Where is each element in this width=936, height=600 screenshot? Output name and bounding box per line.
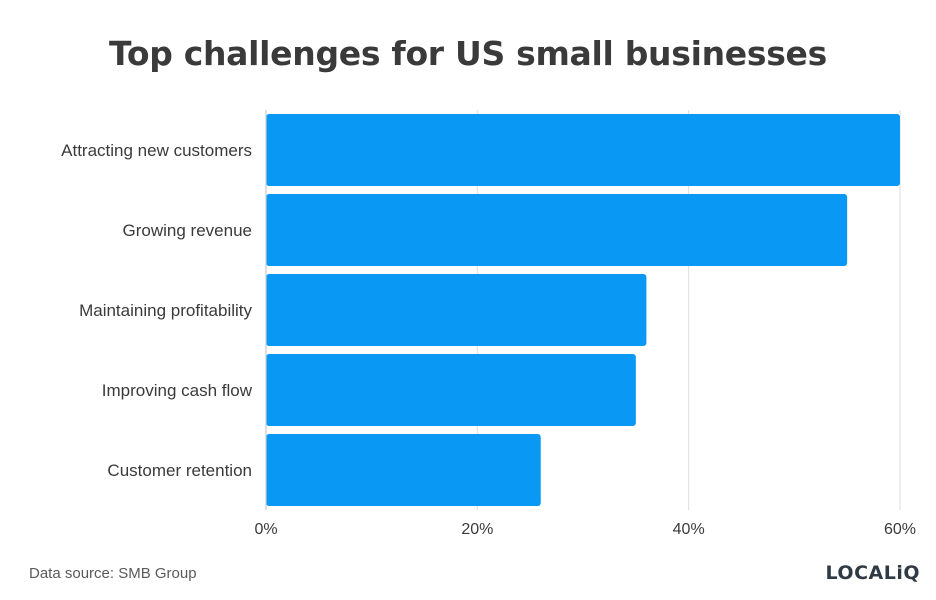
category-label-0: Attracting new customers	[61, 141, 252, 160]
x-tick-label-1: 20%	[461, 521, 493, 538]
x-tick-label-2: 40%	[673, 521, 705, 538]
bar-4	[266, 434, 541, 506]
localiq-logo: LOCALiQ	[825, 562, 920, 584]
category-label-3: Improving cash flow	[102, 381, 253, 400]
bar-3	[266, 354, 636, 426]
x-tick-label-3: 60%	[884, 521, 916, 538]
bar-1	[266, 194, 848, 266]
category-label-1: Growing revenue	[123, 221, 252, 240]
bar-2	[266, 274, 647, 346]
category-label-4: Customer retention	[107, 461, 252, 480]
data-source-note: Data source: SMB Group	[29, 565, 197, 582]
x-tick-label-0: 0%	[254, 521, 277, 538]
category-label-2: Maintaining profitability	[79, 301, 252, 320]
bar-0	[266, 114, 900, 186]
chart-title: Top challenges for US small businesses	[109, 34, 827, 73]
